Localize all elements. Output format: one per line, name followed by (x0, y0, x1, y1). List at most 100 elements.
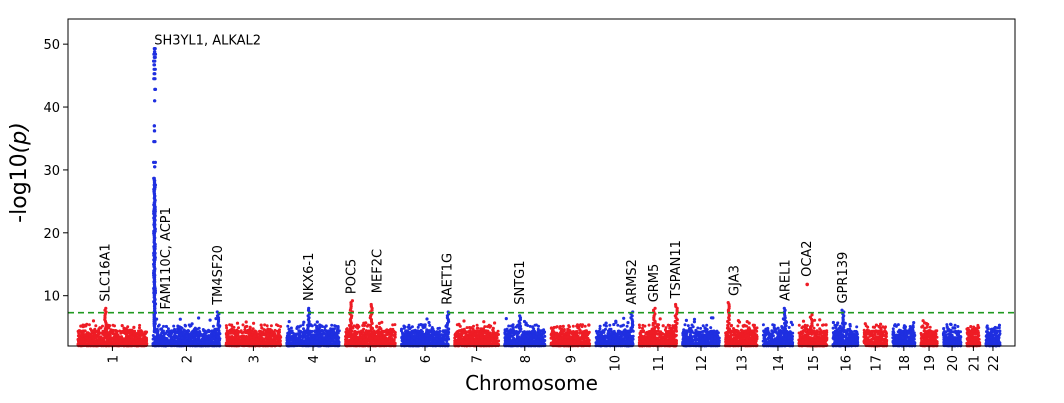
data-point (170, 329, 174, 333)
data-point (259, 323, 263, 327)
data-point (428, 323, 432, 327)
data-point (263, 323, 267, 327)
data-point (175, 339, 179, 343)
data-point (243, 336, 246, 340)
data-point (133, 329, 137, 333)
data-point (103, 334, 107, 338)
data-point (402, 326, 406, 330)
data-point (138, 323, 142, 327)
data-point (438, 336, 442, 339)
data-point (115, 330, 119, 334)
data-point (225, 338, 229, 342)
data-point (334, 334, 338, 338)
data-point (204, 331, 208, 335)
data-point (127, 341, 131, 345)
data-point (174, 342, 178, 346)
data-point (442, 336, 446, 340)
data-point (407, 323, 411, 327)
data-point (404, 333, 408, 336)
data-point (251, 327, 255, 331)
data-point (124, 329, 128, 333)
data-point (358, 338, 362, 342)
data-point (276, 337, 280, 340)
data-point (400, 327, 403, 331)
data-point (106, 331, 110, 335)
data-point (97, 336, 101, 340)
data-point (225, 335, 229, 339)
data-point (92, 338, 96, 342)
data-point (215, 338, 219, 342)
data-point (373, 336, 377, 340)
data-point (327, 331, 331, 335)
data-point (192, 337, 196, 341)
data-point (229, 339, 233, 343)
data-point (416, 333, 419, 337)
data-point (295, 342, 299, 346)
data-point (379, 336, 383, 340)
data-point (345, 336, 349, 340)
data-point (97, 332, 101, 336)
data-point (276, 331, 280, 335)
data-point (231, 336, 235, 340)
data-point (293, 333, 297, 337)
data-point (174, 335, 178, 339)
data-point (125, 333, 129, 337)
data-point (99, 331, 103, 335)
data-point (184, 324, 187, 328)
data-point (235, 321, 240, 325)
data-point (116, 340, 120, 344)
data-point (197, 316, 201, 320)
data-point (239, 342, 243, 346)
data-point (77, 331, 81, 335)
data-point (329, 327, 333, 331)
data-point (246, 330, 250, 334)
data-point (440, 338, 444, 342)
data-point (144, 330, 147, 334)
data-point (354, 338, 358, 341)
data-point (197, 326, 201, 330)
data-point (315, 325, 319, 329)
data-point (415, 338, 419, 342)
data-point (248, 326, 252, 330)
data-point (443, 329, 447, 333)
data-point (330, 323, 334, 327)
data-point (289, 326, 293, 330)
data-point (321, 329, 325, 333)
data-point (332, 330, 335, 334)
data-point (79, 324, 83, 328)
data-point (286, 324, 290, 328)
data-point (370, 333, 374, 337)
data-point (164, 324, 168, 328)
data-point (107, 326, 111, 330)
data-point (260, 326, 264, 330)
data-point (349, 340, 353, 344)
data-point (407, 336, 411, 340)
data-point (272, 336, 276, 340)
data-point (232, 339, 235, 343)
data-point (249, 330, 253, 334)
data-point (142, 334, 146, 338)
data-point (412, 341, 416, 345)
data-point (94, 324, 98, 328)
data-point (190, 322, 194, 326)
data-point (315, 320, 319, 324)
data-point (92, 329, 96, 333)
data-point (230, 327, 234, 331)
data-point (246, 339, 250, 343)
data-point (80, 332, 84, 336)
data-point (355, 342, 358, 346)
data-point (113, 324, 116, 328)
chromosome-4-points (285, 320, 341, 348)
data-point (111, 340, 115, 344)
data-point (370, 340, 374, 344)
data-point (217, 342, 221, 346)
data-point (336, 326, 340, 330)
data-point (246, 336, 250, 340)
data-point (157, 323, 161, 327)
data-point (306, 340, 310, 344)
data-point (185, 334, 189, 338)
data-point (419, 342, 423, 346)
data-point (285, 342, 289, 346)
data-point (318, 324, 322, 328)
data-point (345, 327, 349, 331)
